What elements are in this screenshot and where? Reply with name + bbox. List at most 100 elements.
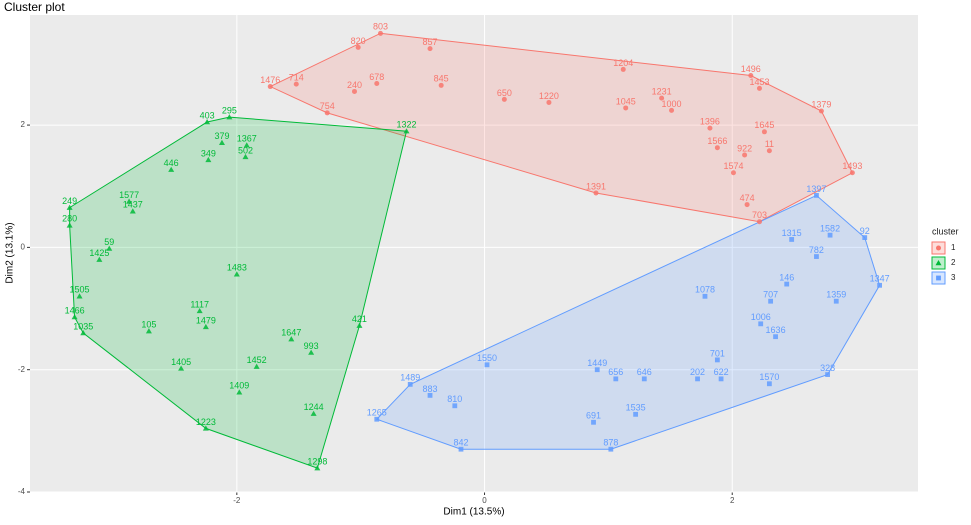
point bbox=[438, 82, 444, 88]
point-label: 1647 bbox=[281, 327, 301, 337]
point-label: 656 bbox=[608, 367, 623, 377]
point bbox=[377, 30, 383, 36]
point bbox=[659, 95, 665, 101]
point bbox=[427, 46, 433, 52]
point bbox=[308, 349, 315, 355]
point bbox=[236, 389, 243, 395]
point bbox=[242, 153, 249, 160]
point-label: 820 bbox=[351, 36, 366, 46]
point bbox=[243, 142, 250, 148]
point-label: 1006 bbox=[751, 312, 771, 322]
point bbox=[458, 446, 464, 452]
point bbox=[202, 323, 209, 330]
point-label: 349 bbox=[201, 148, 216, 158]
point-label: 857 bbox=[423, 37, 438, 47]
point-label: 1550 bbox=[477, 353, 497, 363]
point-label: 1244 bbox=[304, 402, 324, 412]
chart-title: Cluster plot bbox=[4, 0, 65, 14]
point-label: 249 bbox=[62, 196, 77, 206]
point-label: 1582 bbox=[820, 224, 840, 234]
y-tick-label: -2 bbox=[18, 365, 26, 374]
point bbox=[205, 156, 212, 163]
y-axis-title: Dim2 (13.1%) bbox=[5, 222, 16, 283]
point bbox=[374, 80, 380, 86]
point-label: 1223 bbox=[196, 417, 216, 427]
point-label: 1452 bbox=[247, 355, 267, 365]
point-label: 1035 bbox=[73, 321, 93, 331]
point-label: 883 bbox=[423, 384, 438, 394]
point bbox=[226, 114, 233, 120]
point-label: 1298 bbox=[307, 457, 327, 467]
point-label: 1078 bbox=[695, 285, 715, 295]
point-label: 295 bbox=[222, 106, 237, 116]
point-label: 714 bbox=[289, 72, 304, 82]
point bbox=[168, 166, 175, 172]
point-label: 810 bbox=[447, 394, 462, 404]
point bbox=[613, 376, 619, 382]
point-label: 1220 bbox=[539, 91, 559, 101]
point bbox=[546, 99, 552, 105]
point bbox=[758, 321, 764, 327]
point bbox=[773, 334, 778, 340]
point bbox=[641, 376, 647, 382]
legend-marker bbox=[936, 275, 941, 281]
point bbox=[669, 107, 675, 113]
point bbox=[355, 44, 361, 50]
point bbox=[145, 328, 152, 334]
point bbox=[403, 128, 410, 134]
point-label: 1391 bbox=[586, 181, 606, 191]
point-label: 105 bbox=[141, 320, 156, 330]
point-label: 1574 bbox=[723, 161, 743, 171]
point bbox=[71, 314, 78, 320]
point-label: 782 bbox=[809, 245, 824, 255]
legend-label: 3 bbox=[951, 273, 956, 282]
point-label: 878 bbox=[603, 438, 618, 448]
point-label: 1359 bbox=[826, 290, 846, 300]
point-label: 1315 bbox=[782, 228, 802, 238]
point-label: 1645 bbox=[754, 120, 774, 130]
point-label: 701 bbox=[710, 348, 725, 358]
point bbox=[789, 237, 795, 242]
point-label: 421 bbox=[352, 314, 367, 324]
point bbox=[96, 256, 103, 262]
point bbox=[594, 367, 600, 373]
point bbox=[818, 108, 824, 114]
point bbox=[761, 129, 767, 135]
point-label: 1566 bbox=[707, 136, 727, 146]
point bbox=[825, 372, 830, 377]
point-label: 1453 bbox=[749, 77, 769, 87]
point bbox=[129, 208, 136, 214]
point bbox=[695, 376, 700, 382]
point-label: 146 bbox=[779, 272, 794, 282]
point-label: 280 bbox=[62, 214, 77, 224]
point bbox=[814, 193, 819, 198]
point bbox=[80, 330, 87, 336]
x-tick-label: 0 bbox=[482, 496, 487, 505]
point bbox=[714, 145, 720, 151]
point-label: 11 bbox=[765, 139, 774, 149]
point bbox=[126, 198, 133, 204]
point-label: 993 bbox=[304, 341, 319, 351]
legend-marker bbox=[935, 260, 942, 266]
legend-label: 2 bbox=[951, 258, 956, 267]
point-label: 1405 bbox=[171, 357, 191, 367]
point-label: 502 bbox=[238, 145, 253, 155]
point bbox=[833, 298, 839, 304]
point bbox=[814, 254, 819, 259]
point-label: 703 bbox=[752, 210, 767, 220]
point bbox=[484, 362, 490, 368]
point bbox=[591, 419, 596, 425]
point-label: 650 bbox=[497, 88, 512, 98]
point-label: 379 bbox=[214, 131, 229, 141]
point bbox=[314, 465, 321, 471]
point bbox=[768, 298, 774, 304]
point bbox=[351, 88, 357, 94]
point bbox=[633, 411, 639, 417]
point-label: 474 bbox=[740, 193, 755, 203]
point bbox=[178, 365, 185, 371]
point-label: 922 bbox=[737, 143, 752, 153]
point bbox=[593, 190, 599, 196]
point-label: 59 bbox=[104, 237, 114, 247]
point bbox=[452, 403, 458, 409]
